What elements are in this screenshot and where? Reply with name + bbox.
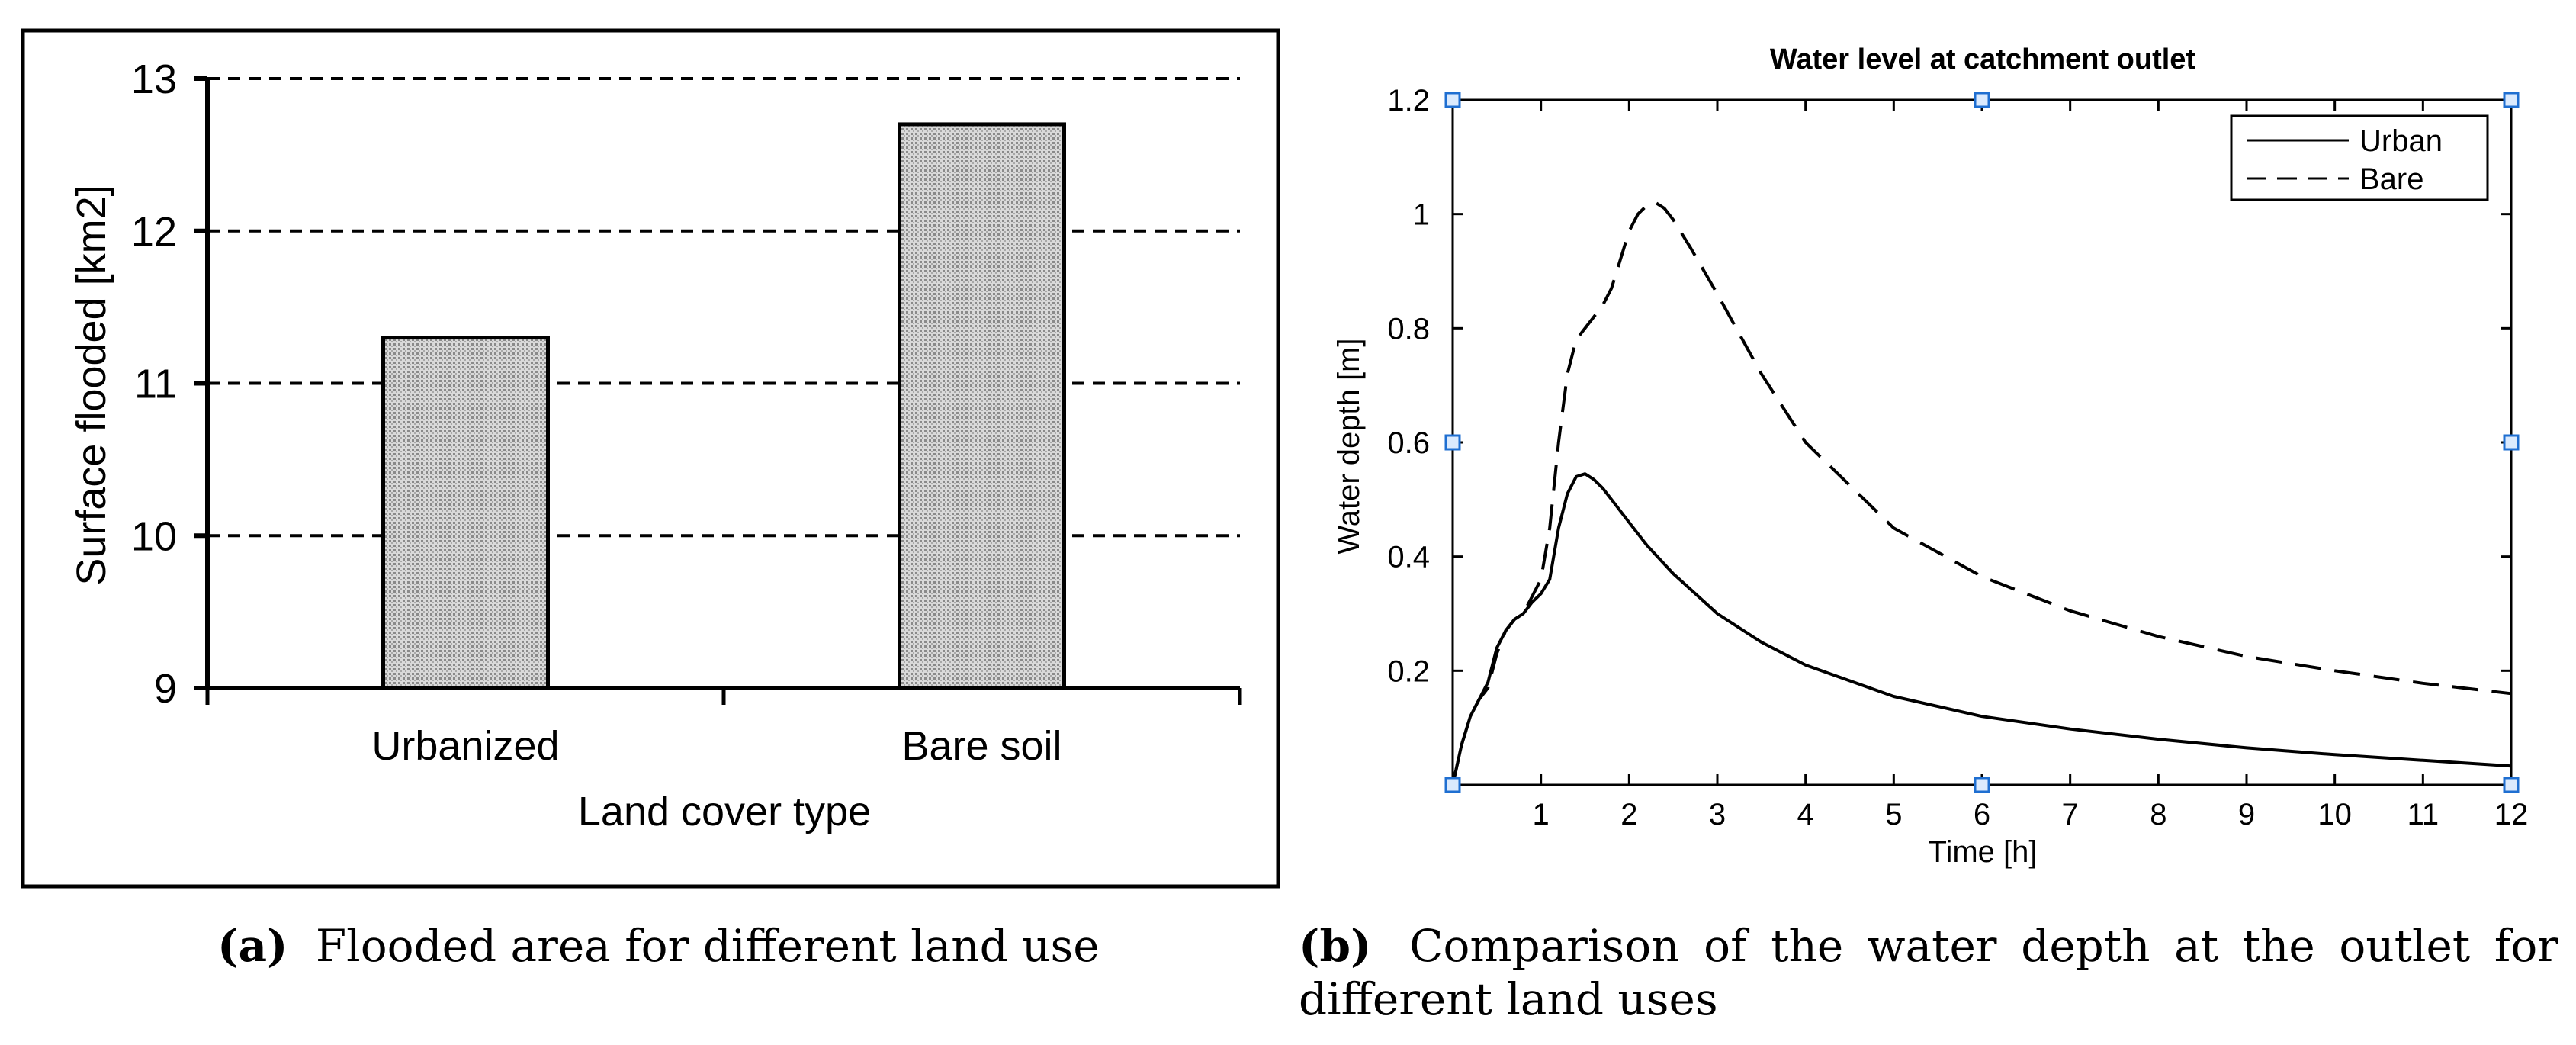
category-label: Urbanized bbox=[371, 723, 559, 769]
caption-a-label: (a) bbox=[217, 920, 288, 972]
caption-a: (a) Flooded area for different land use bbox=[217, 919, 1209, 973]
chart-b-legend: Urban Bare bbox=[2230, 114, 2489, 201]
selection-handle bbox=[2503, 434, 2520, 451]
chart-a-ylabel: Surface flooded [km2] bbox=[69, 185, 114, 585]
chart-b-plot-frame bbox=[1451, 98, 2513, 786]
selection-handle bbox=[1974, 92, 1990, 108]
y-tick-label: 0.2 bbox=[1387, 654, 1430, 688]
x-tick-label: 11 bbox=[2407, 798, 2439, 831]
caption-a-text: Flooded area for different land use bbox=[315, 920, 1100, 972]
bar-urbanized bbox=[381, 336, 550, 690]
series-line-urban bbox=[1451, 472, 2512, 786]
category-label: Bare soil bbox=[901, 723, 1062, 769]
chart-a-frame bbox=[21, 28, 1280, 889]
legend-box bbox=[2230, 114, 2489, 201]
x-tick-label: 8 bbox=[2150, 798, 2166, 831]
series-line-bare bbox=[1451, 201, 2512, 786]
legend-bare-label: Bare bbox=[2359, 162, 2424, 196]
selection-handle bbox=[1444, 92, 1461, 108]
x-tick-label: 3 bbox=[1709, 798, 1726, 831]
selection-handle bbox=[1444, 777, 1461, 793]
chart-a-gridlines bbox=[207, 77, 1240, 538]
x-tick-label: 10 bbox=[2317, 798, 2352, 831]
x-tick-label: 7 bbox=[2062, 798, 2079, 831]
y-tick-label: 9 bbox=[154, 666, 177, 712]
legend-urban-label: Urban bbox=[2359, 124, 2443, 158]
y-tick-label: 1.2 bbox=[1387, 84, 1430, 117]
chart-a: 9 10 11 12 13 Urbanized Bare soil Land cover … bbox=[21, 28, 1280, 889]
chart-b-series bbox=[1451, 201, 2512, 786]
bar-bare-soil bbox=[898, 122, 1066, 690]
chart-a-xlabel: Land cover type bbox=[578, 789, 871, 834]
caption-b: (b) Comparison of the water depth at the… bbox=[1299, 919, 2558, 1026]
chart-a-y-ticks: 9 10 11 12 13 bbox=[131, 56, 207, 712]
y-tick-label: 1 bbox=[1413, 198, 1430, 232]
y-tick-label: 0.4 bbox=[1387, 541, 1430, 574]
x-tick-label: 4 bbox=[1797, 798, 1814, 831]
y-tick-label: 12 bbox=[131, 209, 177, 255]
x-tick-label: 9 bbox=[2238, 798, 2255, 831]
y-tick-label: 0.8 bbox=[1387, 312, 1430, 346]
chart-b-selection-handles bbox=[1444, 92, 2520, 793]
selection-handle bbox=[2503, 777, 2520, 793]
x-tick-label: 12 bbox=[2494, 798, 2529, 831]
chart-a-category-labels: Urbanized Bare soil bbox=[371, 723, 1062, 769]
x-tick-label: 5 bbox=[1885, 798, 1902, 831]
selection-handle bbox=[1974, 777, 1990, 793]
chart-b-ylabel: Water depth [m] bbox=[1332, 338, 1366, 554]
caption-b-text: Comparison of the water depth at the out… bbox=[1299, 920, 2558, 1025]
y-tick-label: 0.6 bbox=[1387, 426, 1430, 460]
selection-handle bbox=[2503, 92, 2520, 108]
y-tick-label: 10 bbox=[131, 513, 177, 559]
chart-b-title: Water level at catchment outlet bbox=[1770, 43, 2196, 76]
caption-b-label: (b) bbox=[1299, 920, 1372, 972]
x-tick-label: 2 bbox=[1620, 798, 1637, 831]
chart-b-xlabel: Time [h] bbox=[1929, 835, 2038, 869]
x-tick-label: 1 bbox=[1533, 798, 1550, 831]
y-tick-label: 11 bbox=[134, 362, 177, 407]
y-tick-label: 13 bbox=[131, 56, 177, 102]
chart-a-x-ticks bbox=[205, 688, 1242, 705]
selection-handle bbox=[1444, 434, 1461, 451]
chart-b-ticks: 1 2 3 4 5 6 7 8 9 10 11 120.20.40.60.811.2 bbox=[1387, 84, 2528, 831]
x-tick-label: 6 bbox=[1974, 798, 1990, 831]
